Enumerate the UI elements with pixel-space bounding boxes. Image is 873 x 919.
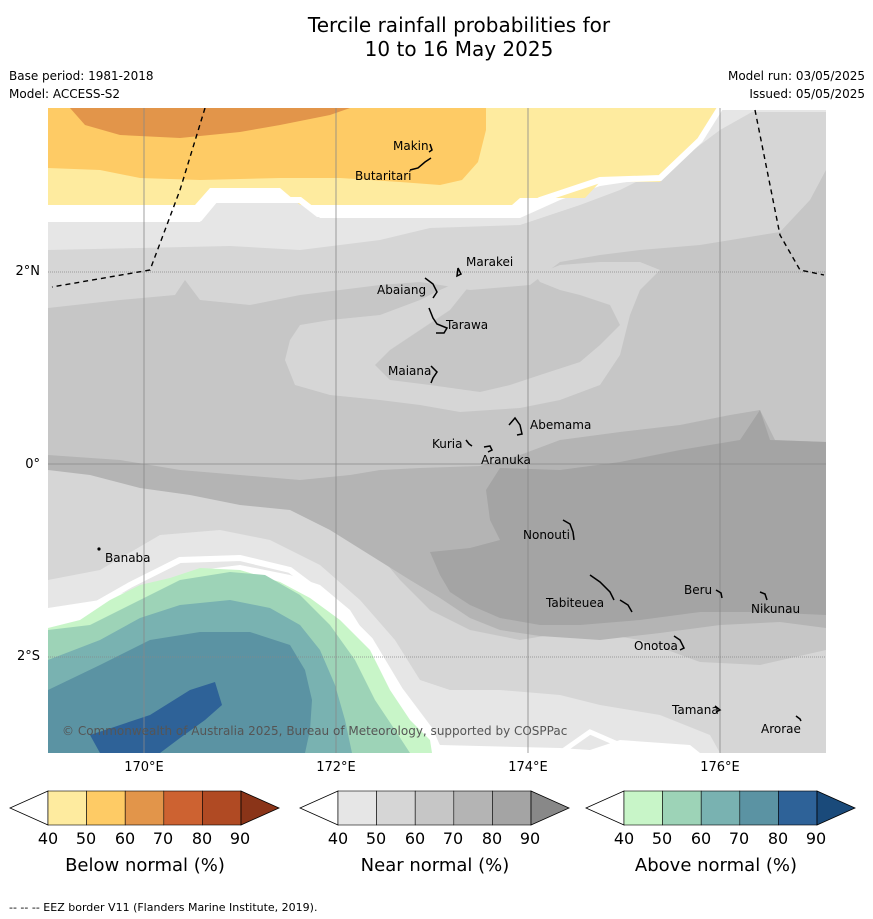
above-colorbar-segment xyxy=(778,790,818,826)
lat-label-2s: 2°S xyxy=(16,649,40,664)
below-tick-40: 40 xyxy=(37,829,59,848)
near-tick-50: 50 xyxy=(365,829,387,848)
lon-label-176e: 176°E xyxy=(700,760,740,775)
near-colorbar-segment xyxy=(453,790,493,826)
near-colorbar-title: Near normal (%) xyxy=(360,855,510,876)
below-colorbar-segment xyxy=(163,790,203,826)
place-abaiang: Abaiang xyxy=(377,283,427,297)
title-line-2: 10 to 16 May 2025 xyxy=(364,37,554,61)
above-colorbar-segment xyxy=(700,790,741,826)
above-tick-80: 80 xyxy=(767,829,789,848)
below-colorbar-segment xyxy=(124,790,165,826)
below-tick-70: 70 xyxy=(152,829,174,848)
near-colorbar-segment xyxy=(376,790,416,826)
base-period: Base period: 1981-2018 xyxy=(9,69,154,83)
place-nikunau: Nikunau xyxy=(751,602,801,616)
place-tabiteuea: Tabiteuea xyxy=(546,596,605,610)
lon-label-172e: 172°E xyxy=(316,760,356,775)
near-50-hole xyxy=(285,262,660,412)
below-tick-50: 50 xyxy=(75,829,97,848)
eez-footnote: -- -- -- EEZ border V11 (Flanders Marine… xyxy=(9,901,318,914)
below-colorbar-segment xyxy=(47,790,87,826)
near-colorbar-segment xyxy=(337,790,377,826)
above-colorbar-title: Above normal (%) xyxy=(634,855,798,876)
near-tick-90: 90 xyxy=(519,829,541,848)
place-tarawa: Tarawa xyxy=(446,318,489,332)
below-tick-60: 60 xyxy=(114,829,136,848)
model-run: Model run: 03/05/2025 xyxy=(727,69,865,83)
above-tick-90: 90 xyxy=(805,829,827,848)
probability-field xyxy=(48,108,826,753)
near-tick-70: 70 xyxy=(442,829,464,848)
above-colorbar-max-extend xyxy=(816,790,856,826)
below-colorbar-segment xyxy=(202,790,242,826)
place-arorae: Arorae xyxy=(761,722,801,736)
above-colorbar-segment xyxy=(739,790,779,826)
near-tick-60: 60 xyxy=(404,829,426,848)
near-colorbar-min-extend xyxy=(299,790,339,826)
title-line-1: Tercile rainfall probabilities for xyxy=(307,13,611,37)
above-colorbar-segment xyxy=(662,790,702,826)
near-colorbar-max-extend xyxy=(530,790,570,826)
lat-label-2n: 2°N xyxy=(15,264,41,279)
place-makin: Makin xyxy=(393,139,429,153)
below-colorbar xyxy=(9,790,280,826)
islands xyxy=(409,143,802,722)
place-maiana: Maiana xyxy=(388,364,432,378)
place-onotoa: Onotoa xyxy=(634,639,678,653)
place-tamana: Tamana xyxy=(672,703,719,717)
above-tick-60: 60 xyxy=(690,829,712,848)
below-colorbar-title: Below normal (%) xyxy=(65,855,225,876)
above-colorbar xyxy=(585,790,856,826)
above-colorbar-segment xyxy=(623,790,663,826)
model-name: Model: ACCESS-S2 xyxy=(9,87,121,101)
above-80-region xyxy=(90,682,222,753)
below-colorbar-max-extend xyxy=(240,790,280,826)
below-colorbar-segment xyxy=(86,790,126,826)
above-colorbar-min-extend xyxy=(585,790,625,826)
eez-border xyxy=(51,108,825,288)
below-tick-90: 90 xyxy=(229,829,251,848)
place-marakei: Marakei xyxy=(466,255,514,269)
lat-label-0: 0° xyxy=(25,457,40,472)
near-tick-40: 40 xyxy=(327,829,349,848)
above-tick-50: 50 xyxy=(651,829,673,848)
lon-label-174e: 174°E xyxy=(508,760,548,775)
issued-date: Issued: 05/05/2025 xyxy=(749,87,865,101)
below-60-region xyxy=(70,108,350,138)
near-tick-80: 80 xyxy=(481,829,503,848)
place-kuria: Kuria xyxy=(432,437,463,451)
above-tick-70: 70 xyxy=(728,829,750,848)
graticule xyxy=(48,108,826,753)
copyright-notice: © Commonwealth of Australia 2025, Bureau… xyxy=(62,724,568,738)
lon-label-170e: 170°E xyxy=(124,760,164,775)
place-abemama: Abemama xyxy=(530,418,592,432)
place-nonouti: Nonouti xyxy=(523,528,570,542)
above-70-region xyxy=(48,632,312,753)
below-colorbar-min-extend xyxy=(9,790,49,826)
place-butaritari: Butaritari xyxy=(355,169,412,183)
near-colorbar xyxy=(299,790,570,826)
near-colorbar-segment xyxy=(492,790,532,826)
above-tick-40: 40 xyxy=(613,829,635,848)
place-beru: Beru xyxy=(684,583,713,597)
near-colorbar-segment xyxy=(414,790,455,826)
place-banaba: Banaba xyxy=(105,551,151,565)
place-aranuka: Aranuka xyxy=(481,453,531,467)
below-tick-80: 80 xyxy=(191,829,213,848)
